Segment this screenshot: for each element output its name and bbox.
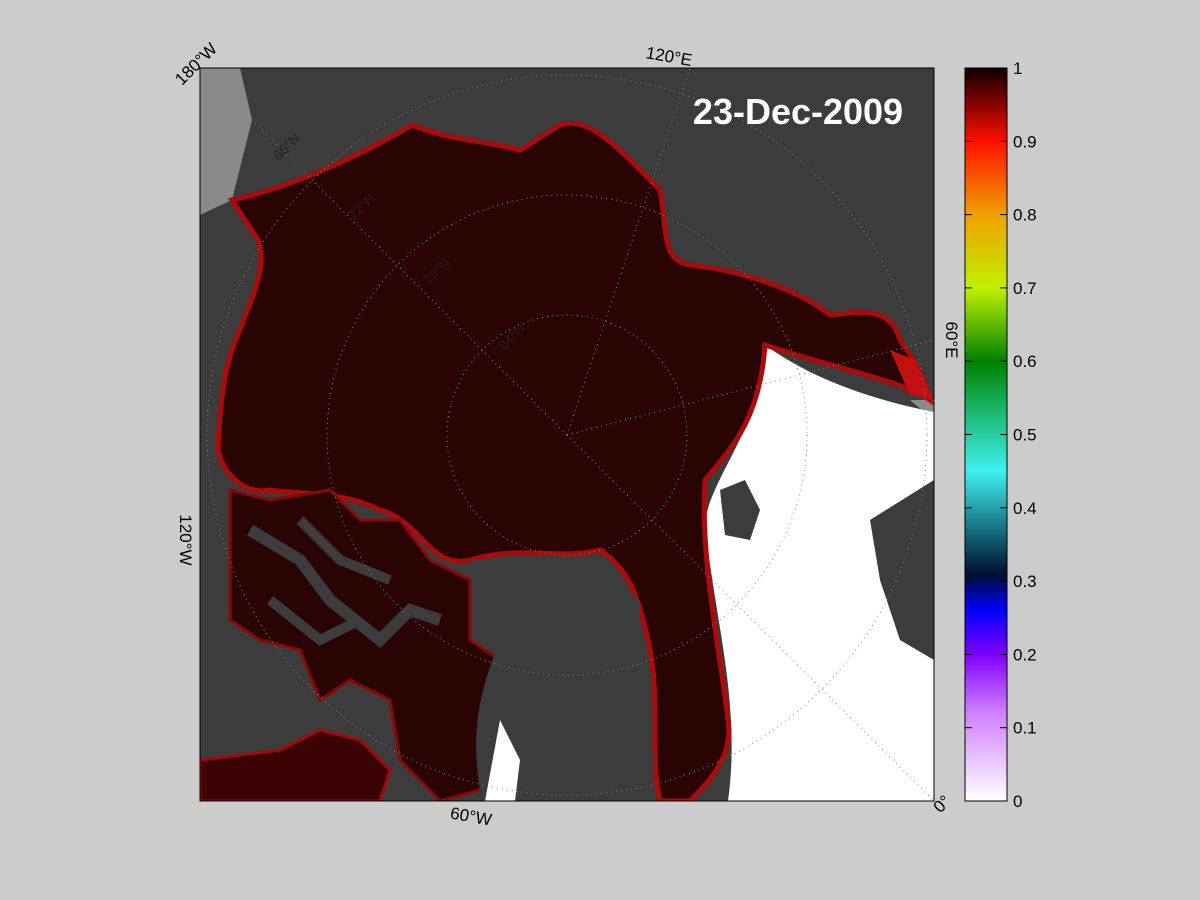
scandinavia	[870, 480, 934, 660]
islands	[266, 516, 392, 646]
date-title: 23-Dec-2009	[693, 91, 903, 132]
svalbard	[720, 480, 760, 540]
map-frame	[199, 67, 935, 802]
graticule	[200, 68, 934, 801]
longitude-label: 120°E	[644, 43, 693, 70]
colorbar-tick-label: 0.5	[1013, 426, 1037, 445]
ice-edge	[890, 350, 934, 400]
colorbar-tick-label: 0.4	[1013, 499, 1037, 518]
colorbar-ticks: 0 0.1 0.2 0.3 0.4 0.5 0.6 0.7 0.8 0.9 1	[965, 59, 1037, 811]
open-water	[705, 345, 934, 801]
map	[200, 68, 934, 801]
colorbar-tick-label: 0	[1013, 792, 1022, 811]
colorbar-tick-label: 0.2	[1013, 645, 1037, 664]
colorbar-tick-label: 0.8	[1013, 206, 1037, 225]
longitude-label: 60°W	[449, 804, 493, 830]
colorbar-tick-label: 0.9	[1013, 132, 1037, 151]
colorbar-tick-label: 0.3	[1013, 572, 1037, 591]
longitude-label: 120°W	[176, 514, 195, 565]
open-water	[485, 720, 520, 801]
colorbar-tick-label: 1	[1013, 59, 1022, 78]
no-data	[200, 68, 252, 215]
colorbar-tick-label: 0.7	[1013, 279, 1037, 298]
sea-ice	[200, 728, 392, 801]
longitude-label: 60°E	[942, 321, 961, 358]
colorbar-tick-label: 0.1	[1013, 719, 1037, 738]
colorbar-tick-label: 0.6	[1013, 352, 1037, 371]
greenland	[470, 560, 640, 801]
